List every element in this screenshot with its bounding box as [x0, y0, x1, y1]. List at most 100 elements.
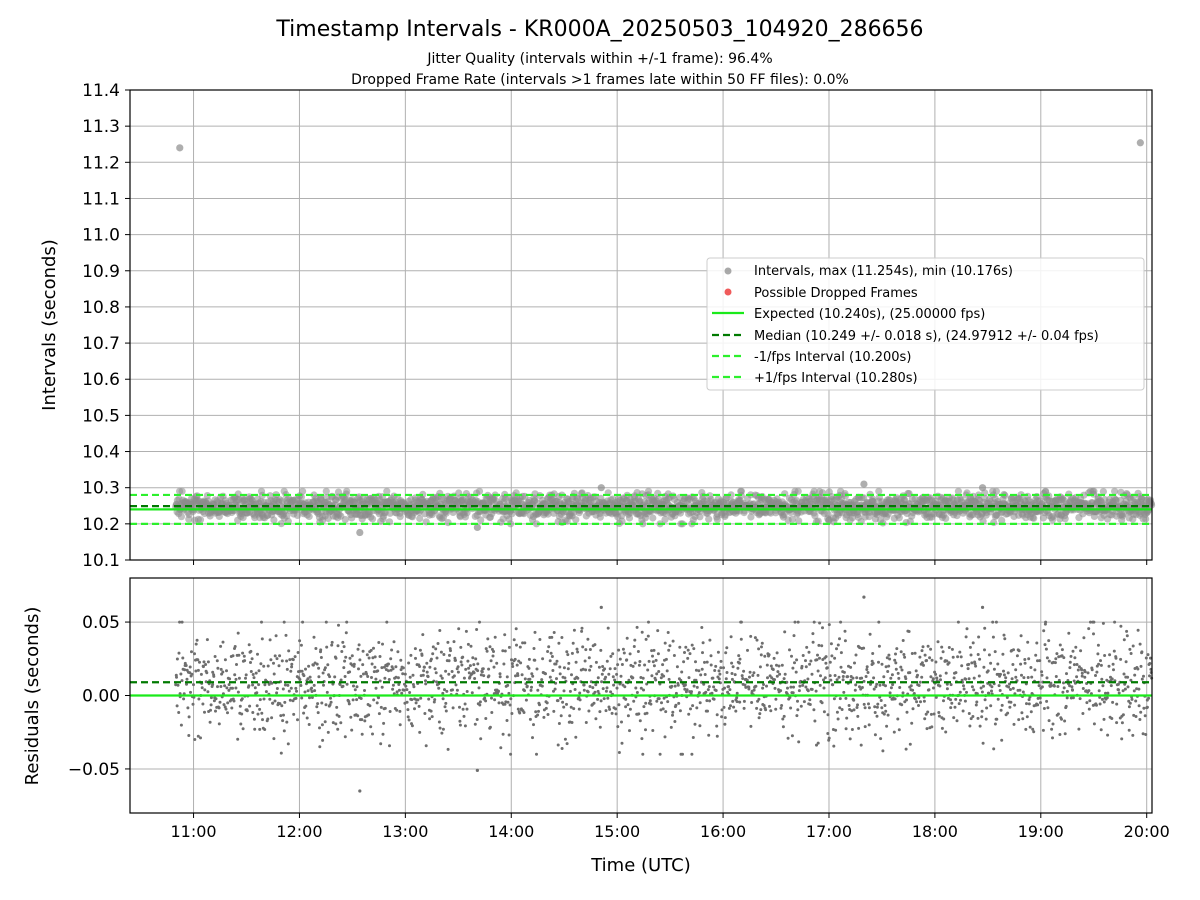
residual-point — [391, 687, 395, 691]
residual-point — [722, 666, 725, 670]
residual-point — [841, 678, 845, 682]
residual-point — [927, 688, 931, 692]
residual-point — [1125, 634, 1129, 638]
residual-point — [1051, 722, 1055, 726]
residual-point — [849, 678, 853, 682]
residual-point — [226, 701, 230, 705]
residual-point — [567, 661, 571, 665]
residual-point — [582, 683, 586, 687]
residual-point — [232, 699, 236, 703]
residual-point — [711, 676, 715, 680]
residual-point — [437, 686, 441, 690]
residual-point — [1095, 670, 1099, 674]
residual-point — [422, 665, 426, 669]
residual-point — [923, 717, 927, 721]
residual-point — [586, 690, 590, 694]
residual-point — [884, 665, 888, 669]
residual-point — [808, 698, 812, 702]
residual-point — [503, 702, 507, 706]
residual-point — [190, 650, 193, 654]
residual-point — [962, 684, 965, 688]
residual-point — [1015, 654, 1019, 658]
residual-point — [809, 659, 813, 663]
residual-point — [593, 690, 597, 694]
residual-point — [370, 662, 374, 666]
residual-point — [1140, 650, 1144, 654]
residual-point — [466, 642, 470, 646]
residual-point — [537, 709, 540, 713]
residual-point — [894, 652, 897, 656]
residual-point — [369, 725, 373, 729]
residual-point — [532, 723, 535, 727]
residual-point — [486, 637, 490, 641]
residual-point — [408, 691, 412, 694]
residual-point — [324, 703, 328, 707]
residual-point — [1094, 674, 1097, 677]
residual-point — [1134, 715, 1138, 718]
residual-point — [244, 676, 247, 680]
residual-point — [760, 645, 763, 649]
residual-point — [352, 684, 355, 688]
residual-point — [559, 696, 563, 700]
residual-point — [1033, 668, 1037, 672]
residual-point — [937, 711, 941, 714]
residual-point — [484, 699, 488, 703]
residual-point — [394, 675, 398, 679]
residual-point — [507, 733, 511, 737]
residual-point — [274, 634, 278, 638]
residual-point — [433, 667, 437, 671]
residual-point — [1125, 629, 1129, 633]
residual-point — [273, 654, 277, 658]
residual-point — [339, 721, 343, 725]
x-tick-label: 19:00 — [1018, 822, 1064, 841]
residual-point — [983, 698, 987, 702]
residuals-y-tick-label: −0.05 — [68, 760, 120, 780]
residual-point — [899, 665, 903, 669]
x-tick-label: 20:00 — [1124, 822, 1170, 841]
residual-point — [554, 662, 558, 666]
residual-point — [692, 647, 696, 651]
residual-point — [1071, 649, 1075, 653]
residual-point — [236, 737, 240, 741]
residual-point — [615, 672, 619, 676]
residual-point — [358, 658, 362, 662]
residual-point — [903, 655, 907, 659]
residual-point — [509, 752, 513, 756]
residual-point — [587, 709, 591, 713]
interval-point — [905, 490, 913, 498]
residual-point — [307, 723, 311, 726]
residual-point — [431, 652, 435, 656]
residual-point — [576, 650, 580, 654]
residual-point — [1005, 696, 1009, 699]
residual-point — [736, 666, 740, 670]
residual-point — [641, 752, 645, 756]
residual-point — [348, 670, 352, 674]
residual-point — [771, 668, 775, 671]
residual-point — [474, 657, 478, 661]
residual-point — [841, 675, 845, 678]
residual-point — [391, 667, 395, 671]
residual-point — [342, 666, 346, 670]
residual-point — [308, 696, 311, 700]
residual-point — [980, 709, 984, 713]
residual-point — [485, 649, 489, 653]
residual-point — [376, 669, 380, 673]
residual-point — [1012, 722, 1016, 726]
residual-point — [198, 660, 201, 664]
residual-point — [664, 657, 668, 661]
residual-point — [977, 674, 981, 678]
residual-point — [1121, 689, 1125, 693]
residual-point — [986, 669, 990, 673]
residual-point — [602, 697, 606, 701]
residual-point — [879, 737, 883, 741]
residual-point — [531, 674, 535, 678]
residual-point — [654, 678, 658, 682]
residual-point — [1137, 704, 1141, 708]
residual-point — [219, 685, 223, 688]
residual-point — [439, 674, 443, 678]
residual-point — [996, 662, 1000, 666]
residual-point — [300, 669, 304, 673]
residual-point — [373, 665, 377, 669]
residual-point — [574, 660, 578, 664]
residual-point — [865, 665, 869, 669]
